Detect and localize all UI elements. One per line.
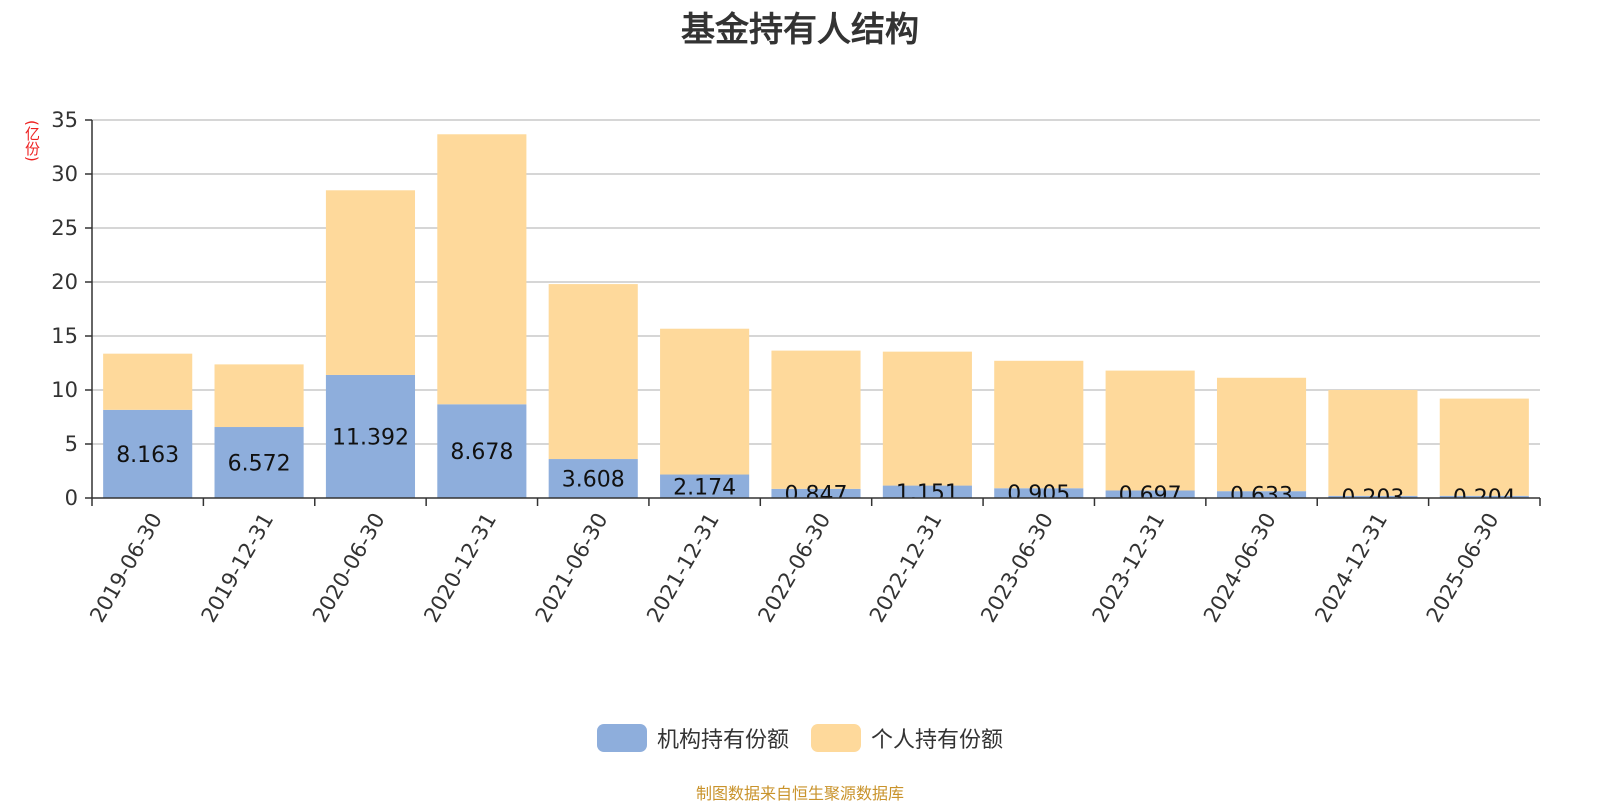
x-tick-label: 2024-06-30 bbox=[1199, 509, 1281, 627]
x-tick-label: 2020-06-30 bbox=[308, 509, 390, 627]
bar-individual bbox=[437, 134, 527, 405]
bar-institutional bbox=[1439, 495, 1529, 498]
bar-individual bbox=[1105, 370, 1195, 491]
legend-label-institutional: 机构持有份额 bbox=[656, 728, 789, 753]
bar-individual bbox=[325, 190, 416, 375]
bar-individual bbox=[214, 364, 304, 428]
bar-data-label: 2.174 bbox=[673, 475, 736, 500]
bar-individual bbox=[882, 351, 972, 486]
x-tick-label: 2021-12-31 bbox=[642, 509, 724, 627]
y-tick-label: 35 bbox=[51, 108, 78, 132]
legend-swatch-institutional bbox=[596, 724, 647, 752]
y-tick-label: 0 bbox=[65, 486, 78, 510]
y-axis-unit-label: (亿份) bbox=[23, 120, 41, 162]
y-tick-label: 10 bbox=[51, 378, 78, 402]
bar-institutional bbox=[103, 409, 193, 498]
bar-data-label: 3.608 bbox=[562, 468, 625, 493]
bar-individual bbox=[103, 353, 193, 410]
bar-individual bbox=[1439, 398, 1529, 496]
stacked-bar-chart: 0 5 10 15 20 25 30 35 8.163 6.572 11.392 8.678 3.608… bbox=[51, 108, 1541, 627]
bar-institutional bbox=[214, 427, 304, 498]
bar-institutional bbox=[548, 459, 638, 498]
x-tick-label: 2020-12-31 bbox=[419, 509, 501, 627]
bar-data-label: 0.633 bbox=[1230, 484, 1293, 509]
bar-data-label: 6.572 bbox=[228, 452, 291, 477]
source-note: 制图数据来自恒生聚源数据库 bbox=[695, 784, 904, 803]
y-tick-label: 5 bbox=[65, 432, 78, 456]
x-tick-label: 2019-12-31 bbox=[197, 509, 279, 627]
bar-individual bbox=[660, 328, 750, 475]
chart-title: 基金持有人结构 bbox=[681, 10, 919, 50]
x-tick-label: 2021-06-30 bbox=[531, 509, 613, 627]
y-tick-label: 20 bbox=[51, 270, 78, 294]
x-tick-label: 2023-12-31 bbox=[1088, 509, 1170, 627]
x-tick-label: 2022-06-30 bbox=[753, 509, 835, 627]
bar-institutional bbox=[994, 488, 1084, 498]
bar-individual bbox=[771, 350, 861, 489]
bar-institutional bbox=[1105, 490, 1195, 498]
bar-institutional bbox=[660, 474, 750, 498]
bar-data-label: 11.392 bbox=[332, 425, 409, 450]
bar-individual bbox=[994, 360, 1084, 489]
x-tick-label: 2025-06-30 bbox=[1422, 509, 1504, 627]
legend-item-individual[interactable]: 个人持有份额 bbox=[811, 722, 1003, 754]
bar-data-label: 0.203 bbox=[1341, 486, 1404, 511]
legend-swatch-individual bbox=[811, 724, 861, 752]
legend: 机构持有份额 个人持有份额 bbox=[0, 722, 1600, 754]
bar-institutional bbox=[1328, 495, 1418, 498]
legend-item-institutional[interactable]: 机构持有份额 bbox=[596, 722, 789, 754]
bar-institutional bbox=[1216, 491, 1307, 498]
bar-data-label: 8.163 bbox=[116, 443, 179, 468]
y-tick-label: 25 bbox=[51, 216, 78, 240]
bar-institutional bbox=[771, 488, 861, 498]
x-tick-label: 2019-06-30 bbox=[85, 509, 167, 627]
bar-data-label: 0.905 bbox=[1007, 482, 1070, 507]
bar-individual bbox=[1328, 389, 1418, 496]
bar-data-label: 0.847 bbox=[785, 482, 848, 507]
bar-institutional bbox=[437, 404, 527, 498]
bar-data-label: 1.151 bbox=[896, 481, 959, 506]
bar-data-label: 0.697 bbox=[1119, 483, 1182, 508]
bar-data-label: 0.204 bbox=[1453, 486, 1516, 511]
bar-institutional bbox=[882, 485, 972, 498]
x-tick-label: 2022-12-31 bbox=[865, 509, 947, 627]
bar-individual bbox=[548, 284, 638, 460]
x-tick-label: 2023-06-30 bbox=[976, 509, 1058, 627]
bar-data-label: 8.678 bbox=[450, 440, 513, 465]
bar-institutional bbox=[325, 374, 416, 498]
bar-individual bbox=[1216, 377, 1307, 492]
x-tick-label: 2024-12-31 bbox=[1310, 509, 1392, 627]
y-tick-label: 15 bbox=[51, 324, 78, 348]
legend-label-individual: 个人持有份额 bbox=[871, 728, 1004, 753]
y-tick-label: 30 bbox=[51, 162, 78, 186]
